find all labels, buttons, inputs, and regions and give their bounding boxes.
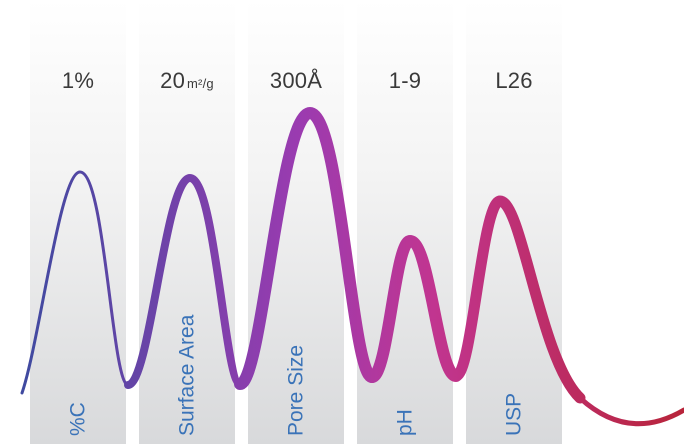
wave-segment-thin	[20, 170, 130, 395]
wave-segment-usp	[450, 195, 586, 404]
ph-value: 1-9	[388, 68, 422, 93]
surface-area-value: 20 m²/g	[160, 68, 214, 93]
property-column-carbon: 1% %C	[30, 0, 126, 444]
pore-size-value: 300Å	[269, 68, 323, 93]
property-column-surface-area: 20 m²/g Surface Area	[139, 0, 235, 444]
wave-segment-medium	[124, 173, 244, 389]
usp-value: L26	[495, 68, 533, 93]
wave-segment-peak	[234, 106, 378, 390]
property-column-pore-size: 300Å Pore Size	[248, 0, 344, 444]
surface-area-unit: m²/g	[187, 76, 214, 91]
carbon-value: 1%	[61, 68, 95, 93]
wave-segment-tail	[577, 395, 684, 427]
wave-segment-ph	[366, 234, 462, 383]
